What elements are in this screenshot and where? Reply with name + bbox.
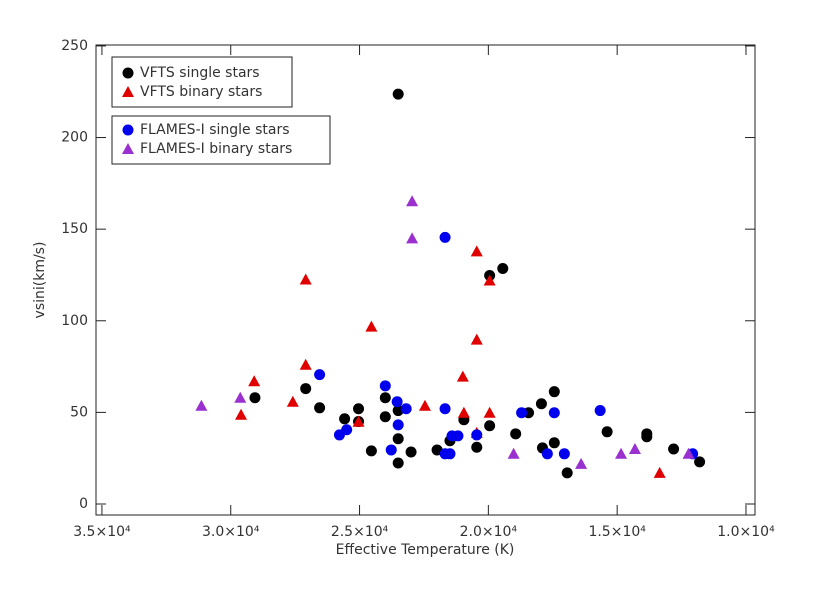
data-point xyxy=(628,443,641,455)
data-point xyxy=(195,399,208,411)
data-point xyxy=(484,420,496,432)
data-point xyxy=(452,430,464,442)
data-point xyxy=(470,333,483,345)
x-tick-label: 2.0×10⁴ xyxy=(460,524,518,540)
x-tick-label: 2.5×10⁴ xyxy=(331,524,389,540)
data-point xyxy=(286,395,299,407)
data-point xyxy=(406,195,419,207)
y-tick-label: 250 xyxy=(61,38,88,54)
data-point xyxy=(471,441,483,453)
legend-label: FLAMES-I single stars xyxy=(140,122,290,138)
plot-frame xyxy=(95,44,756,516)
y-tick-label: 150 xyxy=(61,221,88,237)
data-point xyxy=(339,413,351,425)
data-point xyxy=(601,426,613,438)
data-point xyxy=(418,399,431,411)
data-point xyxy=(379,380,391,392)
data-point xyxy=(392,433,404,445)
data-point xyxy=(682,447,695,459)
legend-label: FLAMES-I binary stars xyxy=(140,141,292,157)
data-point xyxy=(365,445,377,457)
data-point xyxy=(548,407,560,419)
data-point xyxy=(314,402,326,414)
data-point xyxy=(561,467,573,479)
y-axis-label: vsini(km/s) xyxy=(32,242,48,319)
y-tick-label: 0 xyxy=(79,496,88,512)
data-point xyxy=(379,411,391,423)
legend-box xyxy=(111,115,331,165)
x-axis-label: Effective Temperature (K) xyxy=(336,542,515,558)
legend-marker xyxy=(122,86,134,97)
data-point xyxy=(456,370,469,382)
data-point xyxy=(548,386,560,398)
data-point xyxy=(444,448,456,460)
data-point xyxy=(353,403,365,415)
data-point xyxy=(341,424,353,436)
data-point xyxy=(379,392,391,404)
x-tick-label: 1.5×10⁴ xyxy=(588,524,646,540)
data-point xyxy=(516,407,528,419)
data-point xyxy=(314,369,326,381)
data-point xyxy=(365,320,378,332)
legend-marker xyxy=(122,124,134,136)
data-point xyxy=(392,88,404,100)
legend-marker xyxy=(122,67,134,79)
data-point xyxy=(248,375,261,387)
legend-label: VFTS binary stars xyxy=(140,84,262,100)
data-point xyxy=(439,403,451,415)
data-point xyxy=(541,448,553,460)
x-tick-label: 3.0×10⁴ xyxy=(202,524,260,540)
data-point xyxy=(548,437,560,449)
data-point xyxy=(391,396,403,408)
data-point xyxy=(641,431,653,443)
data-point xyxy=(653,466,666,478)
data-point xyxy=(439,231,451,243)
data-point xyxy=(575,457,588,469)
data-point xyxy=(558,448,570,460)
data-point xyxy=(535,398,547,410)
data-point xyxy=(510,428,522,440)
legend-label: VFTS single stars xyxy=(140,65,260,81)
legend-box xyxy=(111,56,293,108)
data-point xyxy=(400,403,412,415)
data-point xyxy=(234,391,247,403)
data-point xyxy=(471,429,483,441)
data-point xyxy=(300,383,312,395)
data-point xyxy=(594,405,606,417)
data-point xyxy=(694,456,706,468)
legend-marker xyxy=(122,143,134,154)
y-tick-label: 100 xyxy=(61,313,88,329)
data-point xyxy=(507,447,520,459)
x-tick-label: 3.5×10⁴ xyxy=(73,524,131,540)
data-point xyxy=(392,419,404,431)
data-point xyxy=(615,447,628,459)
y-tick-label: 50 xyxy=(70,404,88,420)
data-point xyxy=(299,358,312,370)
data-point xyxy=(668,443,680,455)
data-point xyxy=(249,392,261,404)
data-point xyxy=(405,446,417,458)
data-point xyxy=(470,245,483,257)
data-point xyxy=(457,406,470,418)
data-point xyxy=(385,444,397,456)
data-point xyxy=(352,415,365,427)
data-point xyxy=(406,232,419,244)
x-tick-label: 1.0×10⁴ xyxy=(717,524,775,540)
y-tick-label: 200 xyxy=(61,130,88,146)
data-point xyxy=(235,408,248,420)
data-point xyxy=(299,273,312,285)
data-point xyxy=(483,274,496,286)
data-point xyxy=(392,457,404,469)
data-point xyxy=(497,263,509,275)
data-point xyxy=(483,406,496,418)
